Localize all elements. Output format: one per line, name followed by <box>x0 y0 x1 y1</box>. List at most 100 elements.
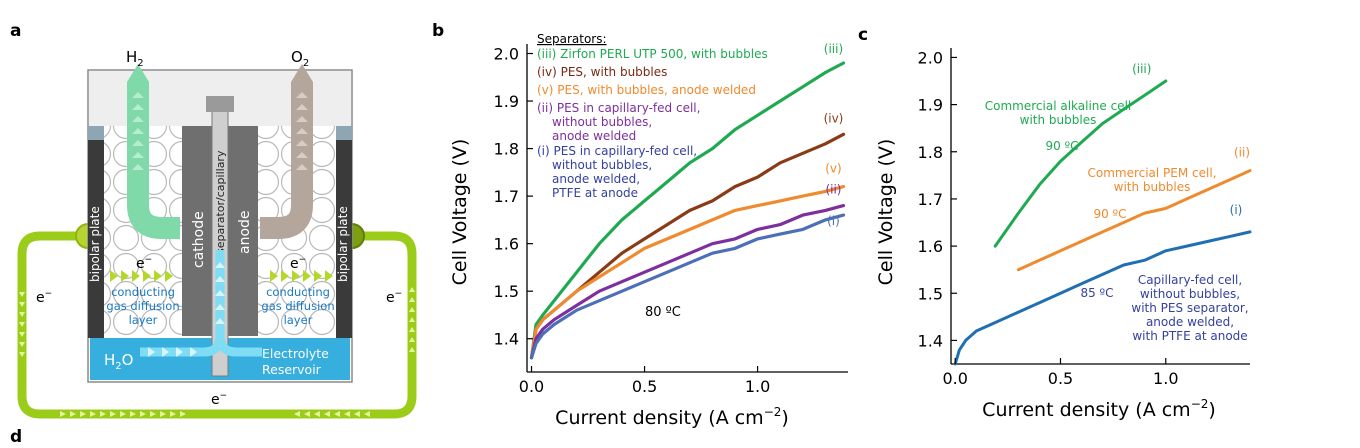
h2-label: H2 <box>126 48 144 69</box>
chart-c-annotation: 90 ºC <box>1093 207 1126 221</box>
chart-b: (iii) (iv) (v) (ii) (i) 0.0 0.5 1.0 1.4 1.5 1.6 1.… <box>449 32 848 429</box>
chart-c-annotation: with PES separator, <box>1131 301 1248 315</box>
c-series-2 <box>953 230 1252 366</box>
chart-b-xlabel: Current density (A cm−2) <box>555 405 789 429</box>
svg-text:gas diffusion: gas diffusion <box>106 299 179 313</box>
chart-c-annotation: with PTFE at anode <box>1132 329 1247 343</box>
svg-text:layer: layer <box>284 313 313 327</box>
c-series-1 <box>1016 169 1252 272</box>
bipolar-plate-right <box>336 140 352 338</box>
electron-label-right-loop: e− <box>386 289 402 306</box>
c-x-tick-label: 0.5 <box>1048 369 1073 388</box>
chart-c-annotation: Commercial alkaline cell <box>985 99 1131 113</box>
chart-c-annotation: with bubbles <box>1114 180 1191 194</box>
bipolar-plate-left-label: bipolar plate <box>88 206 102 282</box>
b-series-label-1: (iv) <box>824 111 844 125</box>
electron-label-gdl-left: e− <box>136 255 152 272</box>
svg-text:conducting: conducting <box>266 285 330 299</box>
h2-outlet-tip <box>127 64 149 82</box>
b-y-tick-label: 1.7 <box>494 187 519 206</box>
b-y-tick-label: 1.5 <box>494 282 519 301</box>
chart-b-legend-entry: without bubbles, <box>552 115 652 129</box>
c-series-label-2: (i) <box>1230 203 1243 217</box>
c-x-tick-label: 1.0 <box>1153 369 1178 388</box>
bipolar-plate-right-label: bipolar plate <box>336 206 350 282</box>
c-series-0 <box>993 79 1168 248</box>
chart-c-annotation: 90 ºC <box>1045 139 1078 153</box>
chart-b-legend-title: Separators: <box>537 32 607 46</box>
chart-c-annotation: without bubbles, <box>1140 287 1240 301</box>
chart-c-annotation: Commercial PEM cell, <box>1087 166 1216 180</box>
panel-label-b: b <box>432 21 444 41</box>
reservoir-label-2: Reservoir <box>262 362 322 377</box>
o2-outlet-tip <box>291 64 313 82</box>
electron-flow-right <box>270 270 333 282</box>
chart-b-legend-entry: (iv) PES, with bubbles <box>537 65 667 79</box>
chart-c-annotation: anode welded, <box>1146 315 1234 329</box>
chart-b-legend-entry: (i) PES in capillary-fed cell, <box>537 144 697 158</box>
anode <box>228 126 258 336</box>
b-x-tick-label: 1.0 <box>745 377 770 396</box>
chart-b-ylabel: Cell Voltage (V) <box>449 139 471 286</box>
o2-label: O2 <box>291 48 309 69</box>
chart-b-legend-entry: (ii) PES in capillary-fed cell, <box>537 101 700 115</box>
c-y-tick-label: 1.9 <box>918 96 943 115</box>
c-y-tick-label: 1.7 <box>918 190 943 209</box>
chart-c-annotation: Capillary-fed cell, <box>1138 273 1242 287</box>
c-y-tick-label: 1.4 <box>918 331 943 350</box>
chart-c-annotation: 85 ºC <box>1080 286 1113 300</box>
b-series-label-2: (v) <box>825 162 841 176</box>
c-y-tick-label: 2.0 <box>918 48 943 67</box>
c-y-tick-label: 1.8 <box>918 143 943 162</box>
svg-text:conducting: conducting <box>111 285 175 299</box>
chart-b-legend-entry: without bubbles, <box>552 158 652 172</box>
chart-c: (iii) (ii) (i) 0.0 0.5 1.0 1.4 1.5 1.6 1.7 1.8 1.9… <box>875 48 1252 421</box>
b-series-label-0: (iii) <box>824 42 843 56</box>
electron-label-gdl-right: e− <box>290 255 306 272</box>
electron-label-bottom-loop: e− <box>211 391 227 408</box>
panel-label-d: d <box>10 427 22 447</box>
chart-b-legend: (iii) Zirfon PERL UTP 500, with bubbles (… <box>537 47 768 200</box>
chart-b-legend-entry: PTFE at anode <box>552 186 638 200</box>
water-label: H2O <box>104 351 133 372</box>
b-series-3 <box>529 204 846 360</box>
electrolyte-flow <box>140 250 262 357</box>
c-x-tick-label: 0.0 <box>942 369 967 388</box>
b-series-4 <box>529 213 846 360</box>
bipolar-plate-left <box>88 140 104 338</box>
b-y-tick-label: 1.4 <box>494 330 519 349</box>
chart-c-xlabel: Current density (A cm−2) <box>982 397 1216 421</box>
electron-label-left-loop: e− <box>36 289 52 306</box>
c-series-label-1: (ii) <box>1234 146 1250 160</box>
chart-b-legend-entry: anode welded <box>552 129 636 143</box>
o2-outlet <box>260 82 313 239</box>
chart-c-annotation: with bubbles <box>1020 113 1097 127</box>
reservoir-label-1: Electrolyte <box>262 346 329 361</box>
chart-b-legend-entry: (v) PES, with bubbles, anode welded <box>537 83 756 97</box>
electron-flow-left <box>110 270 173 282</box>
chart-c-ylabel: Cell Voltage (V) <box>875 139 897 286</box>
b-series-label-3: (ii) <box>825 183 841 197</box>
svg-text:gas diffusion: gas diffusion <box>261 299 334 313</box>
chart-b-legend-entry: (iii) Zirfon PERL UTP 500, with bubbles <box>537 47 768 61</box>
b-series-label-4: (i) <box>827 214 840 228</box>
separator-label: separator/capillary <box>214 150 227 254</box>
h2-outlet <box>127 82 180 239</box>
b-series-2 <box>529 185 846 360</box>
gdl-right-label: conducting gas diffusion layer <box>261 285 334 327</box>
b-y-tick-label: 1.9 <box>494 92 519 111</box>
b-y-tick-label: 1.8 <box>494 140 519 159</box>
b-x-tick-label: 0.5 <box>632 377 657 396</box>
b-x-tick-label: 0.0 <box>519 377 544 396</box>
cathode <box>182 126 212 336</box>
c-y-tick-label: 1.5 <box>918 284 943 303</box>
panel-label-a: a <box>10 21 21 41</box>
cell-diagram: bipolar plate bipolar plate cathode anod… <box>17 48 417 419</box>
external-circuit <box>17 231 417 419</box>
b-series-0 <box>529 61 846 360</box>
anode-label: anode <box>237 210 253 254</box>
b-y-tick-label: 2.0 <box>494 45 519 64</box>
gdl-left-label: conducting gas diffusion layer <box>106 285 179 327</box>
svg-text:layer: layer <box>129 313 158 327</box>
